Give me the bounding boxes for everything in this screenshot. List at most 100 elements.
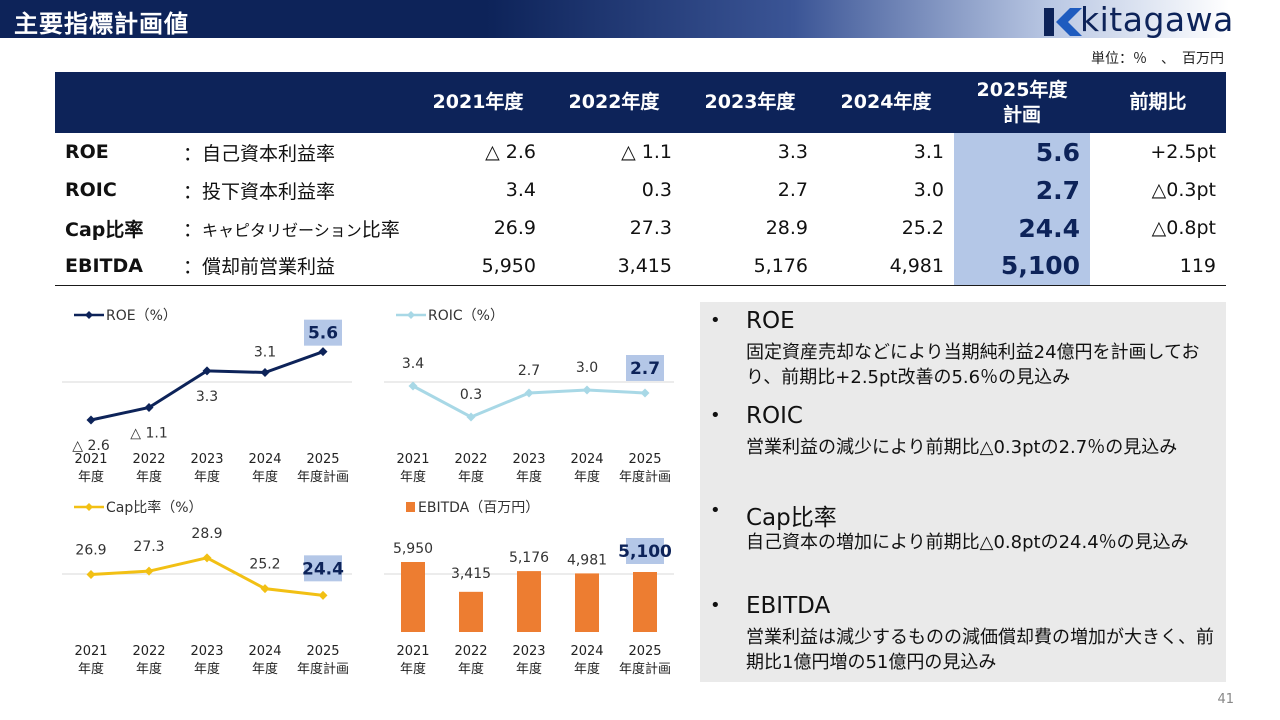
data-point bbox=[260, 368, 270, 377]
metric-description: ：投下資本利益率 bbox=[183, 180, 336, 203]
chart-svg: ROE（%） 2021 年度 2022 年度 2023 年度 2024 年度 2025 年度計画 △ … bbox=[62, 308, 352, 485]
bar bbox=[459, 591, 483, 632]
yoy-diff-cell: △0.3pt bbox=[1151, 179, 1216, 201]
data-point bbox=[86, 570, 96, 579]
data-label: 3,415 bbox=[451, 566, 491, 582]
category-label: 年度 bbox=[574, 469, 600, 485]
bullet-icon: • bbox=[710, 595, 721, 616]
series-line bbox=[90, 556, 324, 597]
table-cell: 2.7 bbox=[777, 179, 808, 201]
category-label: 年度計画 bbox=[619, 661, 671, 677]
data-point bbox=[144, 566, 154, 576]
kpi-table: 2021年度 2022年度 2023年度 2024年度 2025年度 計画 前期比 ROE ：… bbox=[55, 72, 1226, 286]
table-header-cell: 前期比 bbox=[1090, 72, 1226, 133]
table-row: EBITDA ：償却前営業利益 5,950 3,415 5,176 4,981 5,100 1… bbox=[55, 247, 1226, 286]
category-label: 2021 bbox=[74, 644, 107, 659]
table-cell: 27.3 bbox=[629, 217, 672, 239]
table-cell: 5,176 bbox=[682, 247, 818, 286]
table-cell: 3.3 bbox=[777, 141, 808, 163]
table-header-cell: 2023年度 bbox=[682, 72, 818, 133]
data-point bbox=[466, 412, 476, 422]
category-label: 年度計画 bbox=[297, 661, 349, 677]
roic-line-chart: ROIC（%） 2021 年度 2022 年度 2023 年度 2024 年度 2025 年度計画 3… bbox=[380, 300, 680, 490]
metric-description: ：自己資本利益率 bbox=[183, 142, 336, 165]
table-header-cell: 2022年度 bbox=[546, 72, 682, 133]
plan-cell: 24.4 bbox=[954, 209, 1090, 247]
bar bbox=[633, 572, 657, 632]
data-label: 3.1 bbox=[254, 345, 276, 361]
category-label: 2024 bbox=[248, 644, 281, 659]
data-point bbox=[318, 590, 328, 600]
table-row: ROIC ：投下資本利益率 3.4 0.3 2.7 3.0 2.7 △0.3pt bbox=[55, 171, 1226, 209]
category-label: 2021 bbox=[74, 452, 107, 467]
bar bbox=[575, 573, 599, 632]
table-cell: △ 1.1 bbox=[621, 141, 672, 163]
summary-heading: ROE bbox=[746, 308, 795, 334]
data-label: 5,100 bbox=[618, 542, 672, 562]
category-label: 年度 bbox=[78, 661, 104, 677]
category-label: 年度 bbox=[194, 469, 220, 485]
category-label: 2024 bbox=[570, 452, 603, 467]
data-point bbox=[202, 366, 212, 376]
data-label: 27.3 bbox=[133, 539, 164, 555]
category-label: 2022 bbox=[132, 644, 165, 659]
table-cell: 3.1 bbox=[913, 141, 944, 163]
plan-cell: 5,100 bbox=[954, 247, 1090, 286]
table-cell: △ 2.6 bbox=[485, 141, 536, 163]
data-label: 26.9 bbox=[75, 543, 106, 559]
category-label: 年度 bbox=[458, 469, 484, 485]
legend-label: ROE（%） bbox=[106, 308, 177, 324]
plan-cell: 5.6 bbox=[954, 133, 1090, 171]
data-point bbox=[260, 584, 270, 594]
table-cell: 3,415 bbox=[546, 247, 682, 286]
legend-marker bbox=[407, 311, 415, 319]
category-label: 2021 bbox=[396, 644, 429, 659]
data-label: 5,950 bbox=[393, 541, 433, 557]
table-header-cell: 2021年度 bbox=[410, 72, 546, 133]
data-label: △ 1.1 bbox=[130, 426, 167, 442]
data-label: 2.7 bbox=[630, 359, 660, 379]
category-label: 2025 bbox=[306, 644, 339, 659]
data-label: 4,981 bbox=[567, 552, 607, 568]
data-label: 28.9 bbox=[191, 526, 222, 542]
category-label: 年度 bbox=[516, 661, 542, 677]
table-cell: 3.4 bbox=[505, 179, 536, 201]
data-point bbox=[144, 403, 154, 412]
yoy-diff-cell: +2.5pt bbox=[1150, 141, 1216, 163]
logo-mark-icon bbox=[1044, 8, 1082, 36]
category-label: 2022 bbox=[454, 644, 487, 659]
bullet-icon: • bbox=[710, 500, 721, 521]
plan-highlight-box bbox=[626, 538, 664, 564]
category-label: 年度 bbox=[252, 469, 278, 485]
summary-text: 固定資産売却などにより当期純利益24億円を計画しており、前期比+2.5pt改善の… bbox=[746, 342, 1200, 388]
table-header-cell: 2025年度 計画 bbox=[954, 72, 1090, 133]
metric-description: ：キャピタリゼーション比率 bbox=[183, 218, 400, 241]
category-label: 2022 bbox=[132, 452, 165, 467]
bar bbox=[517, 571, 541, 632]
category-label: 年度計画 bbox=[619, 469, 671, 485]
category-label: 2023 bbox=[512, 644, 545, 659]
category-label: 年度 bbox=[516, 469, 542, 485]
data-label: 3.4 bbox=[402, 356, 424, 372]
table-row: ROE ：自己資本利益率 △ 2.6 △ 1.1 3.3 3.1 5.6 +2.5pt bbox=[55, 133, 1226, 171]
category-label: 2023 bbox=[512, 452, 545, 467]
category-label: 2025 bbox=[628, 644, 661, 659]
legend-label: Cap比率（%） bbox=[106, 499, 203, 516]
data-label: 3.3 bbox=[196, 389, 218, 405]
category-label: 年度 bbox=[78, 469, 104, 485]
category-label: 年度 bbox=[136, 661, 162, 677]
table-row: Cap比率 ：キャピタリゼーション比率 26.9 27.3 28.9 25.2 24.4 △0… bbox=[55, 209, 1226, 247]
category-label: 2025 bbox=[306, 452, 339, 467]
category-label: 2024 bbox=[570, 644, 603, 659]
ebitda-bar-chart: EBITDA（百万円） 2021 年度 2022 年度 2023 年度 2024 年度 2025 年… bbox=[380, 492, 680, 682]
table-cell: 4,981 bbox=[818, 247, 954, 286]
yoy-diff-cell: △0.8pt bbox=[1151, 217, 1216, 239]
bullet-icon: • bbox=[710, 310, 721, 331]
metric-name: ROE bbox=[65, 141, 109, 163]
data-point bbox=[86, 415, 96, 425]
summary-heading: ROIC bbox=[746, 403, 803, 429]
data-label: 3.0 bbox=[576, 360, 598, 376]
table-cell: 28.9 bbox=[765, 217, 808, 239]
chart-svg: ROIC（%） 2021 年度 2022 年度 2023 年度 2024 年度 2025 年度計画 3… bbox=[384, 308, 674, 485]
category-label: 2025 bbox=[628, 452, 661, 467]
